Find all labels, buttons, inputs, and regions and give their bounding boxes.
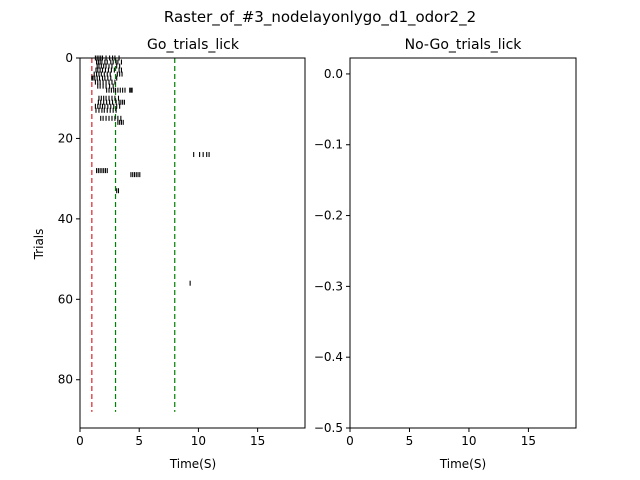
- chart-title-nogo: No-Go_trials_lick: [405, 37, 523, 53]
- axes-frame: [349, 57, 577, 429]
- x-tick-label: 10: [461, 434, 476, 448]
- chart-title-go: Go_trials_lick: [147, 37, 240, 53]
- plot-area-nogo: 0 5 10 15 0.0 −0.1 −0.2 −0.3 −0.4 −0.5: [314, 57, 577, 448]
- x-tick-label: 5: [135, 434, 143, 448]
- y-tick-label: −0.3: [314, 279, 343, 293]
- y-tick-label: 60: [58, 292, 73, 306]
- x-axis-label-go: Time(S): [169, 457, 216, 471]
- y-axis-label-go: Trials: [32, 229, 46, 261]
- y-tick-label: −0.1: [314, 138, 343, 152]
- x-tick-label: 15: [250, 434, 265, 448]
- y-tick-label: 0.0: [324, 67, 343, 81]
- chart-panel-go: Go_trials_lick 0 5 10 15 0 20 40 60 80 Time(S) T…: [32, 37, 306, 471]
- figure-title: Raster_of_#3_nodelayonlygo_d1_odor2_2: [164, 8, 476, 27]
- x-tick-label: 5: [406, 434, 414, 448]
- x-tick-label: 15: [521, 434, 536, 448]
- chart-panel-nogo: No-Go_trials_lick 0 5 10 15 0.0 −0.1 −0.2 −0.3 −…: [314, 37, 577, 471]
- x-axis-label-nogo: Time(S): [439, 457, 486, 471]
- plot-area-go: 0 5 10 15 0 20 40 60 80: [58, 51, 306, 448]
- x-tick-label: 0: [76, 434, 84, 448]
- x-tick-label: 10: [191, 434, 206, 448]
- y-tick-label: 80: [58, 373, 73, 387]
- y-tick-label: 0: [65, 51, 73, 65]
- axes-frame: [79, 57, 306, 429]
- y-tick-label: 40: [58, 212, 73, 226]
- x-tick-label: 0: [346, 434, 354, 448]
- y-tick-label: 20: [58, 131, 73, 145]
- y-tick-label: −0.4: [314, 350, 343, 364]
- y-tick-label: −0.5: [314, 421, 343, 435]
- y-tick-label: −0.2: [314, 209, 343, 223]
